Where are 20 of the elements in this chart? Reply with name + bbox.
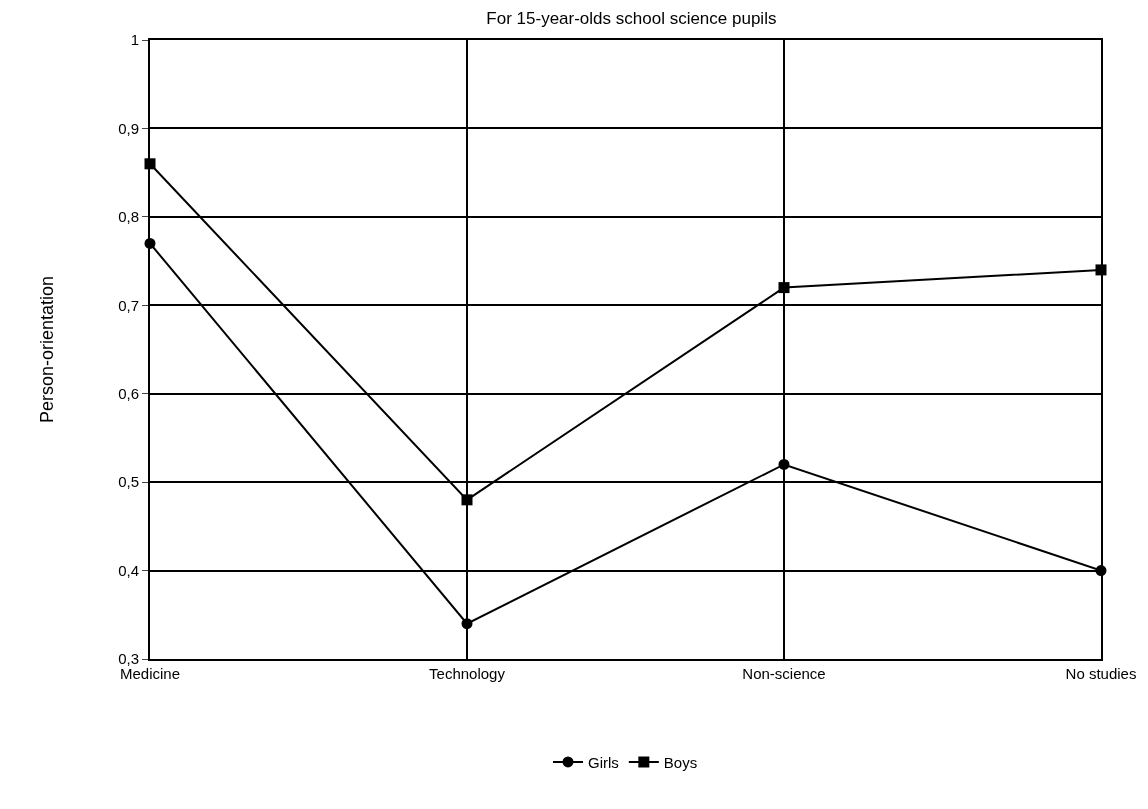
point: [461, 618, 473, 630]
y-axis-title: Person-orientation: [36, 275, 57, 424]
y-tick-label: 0,5: [118, 473, 139, 491]
y-tick-label: 0,4: [118, 561, 139, 579]
y-tick-label: 0,3: [118, 650, 139, 668]
y-tick-label: 0,8: [118, 208, 139, 226]
legend-label: Boys: [663, 753, 698, 771]
point: [461, 494, 473, 506]
y-tick-label: 0,7: [118, 296, 139, 314]
y-tick-label: 1: [130, 31, 139, 49]
y-tick-label: 0,9: [118, 119, 139, 137]
x-tick-label: No studies: [1065, 665, 1137, 682]
x-tick-label: Technology: [429, 665, 506, 682]
x-tick-label: Medicine: [119, 665, 181, 682]
x-tick-label: Non-science: [742, 665, 826, 682]
chart-title: For 15-year-olds school science pupils: [486, 9, 777, 29]
legend-label: Girls: [588, 753, 619, 771]
point: [778, 282, 790, 294]
point: [778, 458, 790, 470]
y-tick-label: 0,6: [118, 384, 139, 402]
